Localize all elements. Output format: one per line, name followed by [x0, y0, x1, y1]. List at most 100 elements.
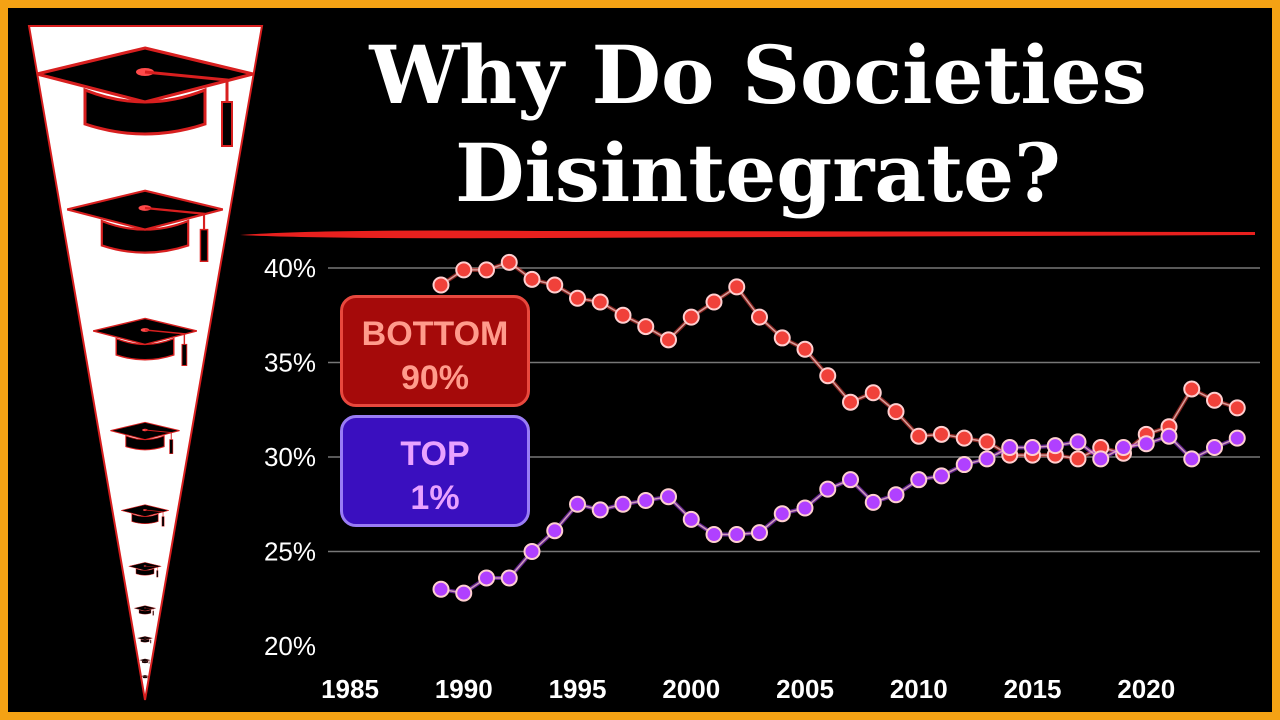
graduation-cap-icon	[134, 605, 156, 616]
graduation-cap-icon	[121, 504, 169, 527]
data-point-bottom	[1228, 399, 1246, 417]
series-line-highlight-top	[440, 435, 1238, 594]
data-point-top	[1024, 439, 1041, 457]
title-line-2: Disintegrate?	[455, 126, 1061, 220]
graduation-cap-icon	[66, 189, 224, 262]
data-point-top	[614, 495, 632, 513]
data-point-bottom	[1183, 380, 1201, 398]
data-point-top	[819, 480, 837, 498]
data-point-top	[455, 584, 473, 602]
data-point-top	[842, 471, 859, 489]
title-line-1: Why Do Societies	[369, 28, 1147, 122]
graduation-cap-icon	[92, 317, 198, 367]
x-tick-label: 2020	[1117, 674, 1175, 704]
x-tick-label: 1995	[549, 674, 607, 704]
data-point-bottom	[500, 253, 518, 271]
graduation-cap-icon	[139, 658, 151, 664]
data-point-top	[478, 569, 495, 587]
legend-bottom-line-1: BOTTOM	[361, 315, 509, 353]
y-tick-label: 25%	[264, 537, 316, 567]
thumbnail-frame: Why Do Societies Disintegrate? 20% 25% 30%…	[8, 8, 1272, 712]
data-point-top	[1183, 450, 1201, 468]
graduation-cap-icon	[128, 562, 162, 578]
data-point-bottom	[1069, 450, 1087, 468]
data-point-bottom	[910, 427, 928, 445]
data-point-top	[933, 467, 950, 485]
data-point-bottom	[660, 331, 677, 349]
data-point-top	[591, 501, 609, 519]
data-point-bottom	[773, 329, 791, 347]
x-tick-label: 2000	[662, 674, 720, 704]
data-point-top	[887, 486, 905, 504]
legend-top-line-1: TOP	[400, 435, 470, 473]
legend-top-line-2: 1%	[410, 479, 460, 517]
graduation-funnel	[27, 25, 264, 701]
data-point-bottom	[864, 384, 882, 402]
legend-bottom-line-2: 90%	[400, 359, 470, 397]
data-point-top	[569, 495, 586, 513]
data-point-top	[796, 499, 814, 517]
data-point-bottom	[955, 429, 973, 447]
y-tick-label: 30%	[264, 442, 316, 472]
data-point-top	[660, 488, 677, 506]
x-tick-label: 2010	[890, 674, 948, 704]
data-point-top	[682, 510, 700, 528]
graduation-cap-icon	[36, 46, 254, 147]
data-point-bottom	[978, 433, 996, 451]
data-point-top	[500, 569, 518, 587]
data-point-bottom	[751, 308, 768, 326]
graduation-cap-icon	[137, 636, 153, 644]
data-point-bottom	[842, 393, 859, 411]
data-point-top	[546, 522, 564, 540]
page-title: Why Do Societies Disintegrate?	[258, 26, 1258, 222]
data-point-top	[1206, 439, 1223, 457]
data-point-bottom	[887, 403, 905, 421]
data-point-top	[1115, 439, 1132, 457]
data-point-top	[705, 525, 723, 543]
data-point-bottom	[705, 293, 723, 311]
graduation-cap-icon	[110, 421, 180, 455]
data-point-bottom	[637, 318, 655, 336]
data-point-top	[955, 456, 973, 474]
data-point-top	[1069, 433, 1087, 451]
data-point-top	[978, 450, 996, 468]
data-point-bottom	[569, 289, 586, 307]
data-point-top	[864, 493, 882, 511]
data-point-bottom	[682, 308, 700, 326]
data-point-top	[910, 471, 928, 489]
data-point-top	[1092, 450, 1110, 468]
data-point-bottom	[796, 340, 814, 358]
data-point-top	[1228, 429, 1246, 447]
y-tick-label: 35%	[264, 348, 316, 378]
data-point-top	[751, 524, 768, 542]
x-tick-label: 2005	[776, 674, 834, 704]
legend-top-1: TOP 1%	[340, 415, 530, 527]
x-tick-label: 2015	[1004, 674, 1062, 704]
x-tick-label: 1990	[435, 674, 493, 704]
data-point-bottom	[455, 261, 473, 279]
series-line-bottom	[439, 260, 1238, 461]
data-point-bottom	[1206, 391, 1223, 409]
x-tick-label: 1985	[321, 674, 379, 704]
data-point-bottom	[728, 278, 746, 296]
data-point-top	[432, 580, 450, 598]
data-point-bottom	[819, 367, 837, 385]
data-point-bottom	[591, 293, 609, 311]
data-point-top	[523, 543, 541, 560]
series-line-highlight-bottom	[440, 261, 1238, 460]
line-chart: 20% 25% 30% 35% 40% 1985 1990 1995 2000 2005 2010 2…	[264, 253, 1260, 704]
data-point-bottom	[933, 425, 950, 443]
data-point-bottom	[432, 276, 450, 294]
data-point-top	[1046, 437, 1064, 455]
y-tick-label: 40%	[264, 253, 316, 283]
series-line-top	[440, 433, 1239, 596]
data-point-top	[1137, 435, 1155, 453]
data-point-top	[1001, 439, 1019, 457]
data-point-bottom	[478, 261, 495, 279]
graduation-cap-icon	[141, 675, 149, 679]
data-point-top	[1160, 427, 1178, 445]
data-point-top	[773, 505, 791, 523]
data-point-bottom	[546, 276, 564, 294]
data-point-bottom	[523, 270, 541, 288]
legend-bottom-90: BOTTOM 90%	[340, 295, 530, 407]
